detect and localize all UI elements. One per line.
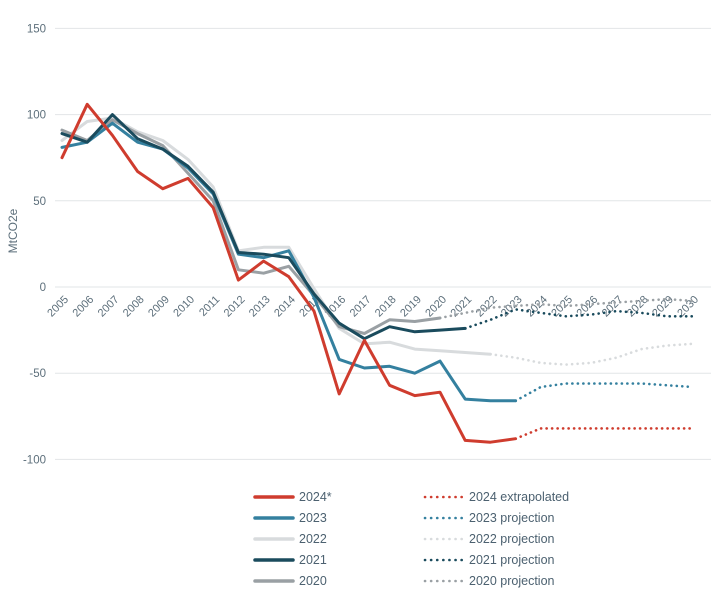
legend-label-dotted: 2023 projection	[469, 510, 555, 525]
x-tick-label: 2013	[247, 294, 273, 320]
y-tick-label: 100	[27, 110, 46, 122]
y-tick-label: 0	[40, 282, 46, 294]
legend-swatch-2021	[253, 557, 299, 563]
legend-row: 2023 2023 projection	[253, 507, 569, 528]
legend-label-solid: 2024*	[299, 489, 332, 504]
x-tick-label: 2019	[398, 294, 424, 320]
legend-label-solid: 2020	[299, 573, 327, 588]
series-line-2022	[60, 116, 492, 356]
series-line-2024-extrapolated	[514, 427, 694, 440]
x-tick-label: 2028	[625, 294, 651, 320]
chart-legend: 2024* 2024 extrapolated 2023 2023 projectio…	[253, 486, 569, 591]
x-tick-label: 2008	[121, 294, 147, 320]
x-tick-label: 2011	[197, 294, 222, 319]
series-line-2021	[60, 113, 467, 341]
y-tick-label: -100	[23, 454, 46, 466]
y-tick-label: 150	[27, 23, 46, 35]
x-tick-label: 2022	[474, 294, 500, 320]
series-line-2023-projection	[514, 382, 694, 403]
line-chart: 150 100 50 0 -50 -100 2005 2006 2007 2008 2009 2010…	[23, 23, 711, 466]
series-line-2023	[60, 121, 518, 403]
legend-label-solid: 2023	[299, 510, 327, 525]
legend-swatch-2024-extrapolated	[423, 494, 469, 500]
legend-swatch-2023-projection	[423, 515, 469, 521]
x-tick-label: 2030	[675, 294, 701, 320]
x-tick-label: 2014	[272, 294, 298, 320]
legend-label-dotted: 2022 projection	[469, 531, 555, 546]
legend-label-dotted: 2021 projection	[469, 552, 555, 567]
series-line-2020-projection	[438, 297, 694, 320]
y-tick-label: 50	[33, 196, 46, 208]
legend-label-solid: 2021	[299, 552, 327, 567]
legend-swatch-2021-projection	[423, 557, 469, 563]
series-line-2024-	[60, 102, 518, 444]
legend-label-dotted: 2024 extrapolated	[469, 489, 570, 504]
series-line-2022-projection	[489, 342, 694, 366]
x-tick-label: 2012	[222, 294, 248, 320]
x-tick-label: 2017	[348, 294, 374, 320]
y-axis-title: MtCO2e	[6, 208, 20, 254]
legend-swatch-2020	[253, 578, 299, 584]
legend-swatch-2022-projection	[423, 536, 469, 542]
legend-row: 2024* 2024 extrapolated	[253, 486, 569, 507]
x-tick-label: 2005	[45, 294, 71, 320]
x-tick-label: 2009	[146, 294, 172, 320]
legend-row: 2021 2021 projection	[253, 549, 569, 570]
series-line-2021-projection	[463, 308, 694, 330]
legend-row: 2022 2022 projection	[253, 528, 569, 549]
x-tick-label: 2021	[449, 294, 475, 320]
x-tick-label: 2027	[600, 294, 626, 320]
legend-label-solid: 2022	[299, 531, 327, 546]
legend-swatch-2023	[253, 515, 299, 521]
x-tick-label: 2024	[524, 294, 550, 320]
x-tick-label: 2006	[71, 294, 97, 320]
x-tick-label: 2020	[423, 294, 449, 320]
x-tick-label: 2007	[96, 294, 122, 320]
legend-swatch-2024	[253, 494, 299, 500]
legend-swatch-2022	[253, 536, 299, 542]
y-tick-label: -50	[29, 368, 46, 380]
x-tick-label: 2018	[373, 294, 399, 320]
legend-swatch-2020-projection	[423, 578, 469, 584]
legend-row: 2020 2020 projection	[253, 570, 569, 591]
x-tick-label: 2010	[171, 294, 197, 320]
legend-label-dotted: 2020 projection	[469, 573, 555, 588]
